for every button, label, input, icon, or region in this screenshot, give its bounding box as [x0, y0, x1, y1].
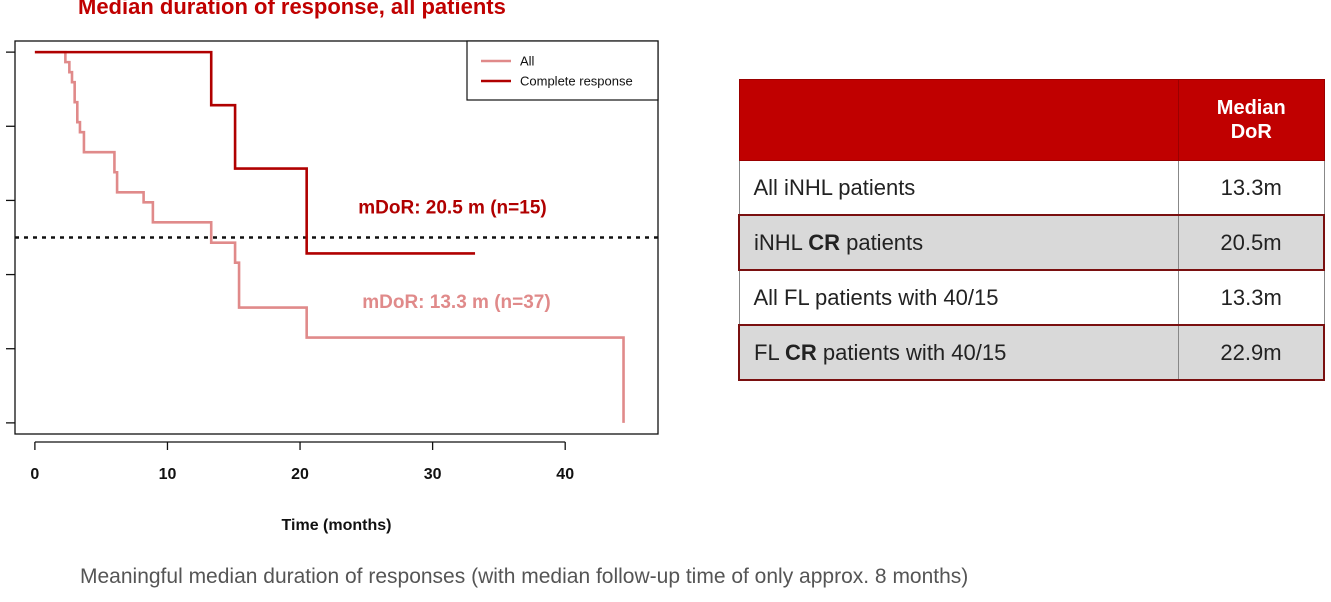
chart-legend: All Complete response — [466, 40, 659, 101]
x-tick-label-4: 40 — [556, 466, 574, 483]
table-row: All iNHL patients 13.3m — [738, 160, 1325, 216]
x-axis-label: Time (months) — [282, 517, 392, 534]
row-value: 20.5m — [1178, 214, 1325, 271]
row-label: All FL patients with 40/15 — [738, 269, 1179, 326]
table-header-row: Median DoR — [738, 79, 1325, 161]
chart-annotations: mDoR: 20.5 m (n=15) mDoR: 13.3 m (n=37) — [358, 197, 550, 313]
annotation-1: mDoR: 13.3 m (n=37) — [362, 292, 550, 313]
chart-series — [34, 50, 625, 423]
table-row: All FL patients with 40/15 13.3m — [738, 269, 1325, 326]
row-label-pre: All iNHL patients — [753, 174, 916, 200]
table-row: FL CR patients with 40/15 22.9m — [738, 324, 1325, 381]
row-label-pre: All FL patients with 40/15 — [753, 284, 999, 310]
dor-table: Median DoR All iNHL patients 13.3m iNHL CR… — [738, 79, 1325, 381]
table-row: iNHL CR patients 20.5m — [738, 214, 1325, 271]
x-tick-label-3: 30 — [424, 466, 442, 483]
row-label-bold: CR — [808, 229, 840, 255]
x-tick-label-0: 0 — [30, 466, 39, 483]
table-body: All iNHL patients 13.3m iNHL CR patients 20… — [738, 160, 1325, 381]
row-label: All iNHL patients — [738, 160, 1179, 216]
legend-box — [466, 40, 659, 101]
row-label-pre: iNHL — [754, 229, 809, 255]
row-label-pre: FL — [754, 339, 785, 365]
km-chart: 0 10 20 30 40 Time (months) mDoR: 20.5 m (n=1… — [6, 40, 659, 534]
row-value: 13.3m — [1178, 269, 1325, 326]
row-label: FL CR patients with 40/15 — [738, 324, 1179, 381]
footnote: Meaningful median duration of responses … — [80, 565, 969, 588]
legend-label-0: All — [520, 54, 535, 69]
x-tick-label-2: 20 — [291, 466, 309, 483]
chart-axes: 0 10 20 30 40 Time (months) — [6, 40, 659, 534]
row-value: 22.9m — [1178, 324, 1325, 381]
series-line-all — [34, 50, 625, 423]
row-label-bold: CR — [784, 339, 817, 365]
x-tick-label-1: 10 — [159, 466, 177, 483]
row-value: 13.3m — [1178, 160, 1325, 216]
table-header-median-dor: Median DoR — [1178, 79, 1325, 161]
chart-title: Median duration of response, all patient… — [78, 0, 506, 19]
median-dor-label: Median DoR — [1216, 97, 1286, 143]
row-label-post: patients with 40/15 — [816, 339, 1007, 365]
annotation-0: mDoR: 20.5 m (n=15) — [358, 197, 546, 218]
row-label: iNHL CR patients — [738, 214, 1179, 271]
legend-label-1: Complete response — [520, 74, 633, 89]
row-label-post: patients — [839, 229, 924, 255]
table-header-empty — [738, 79, 1179, 161]
series-line-complete-response — [34, 50, 476, 255]
